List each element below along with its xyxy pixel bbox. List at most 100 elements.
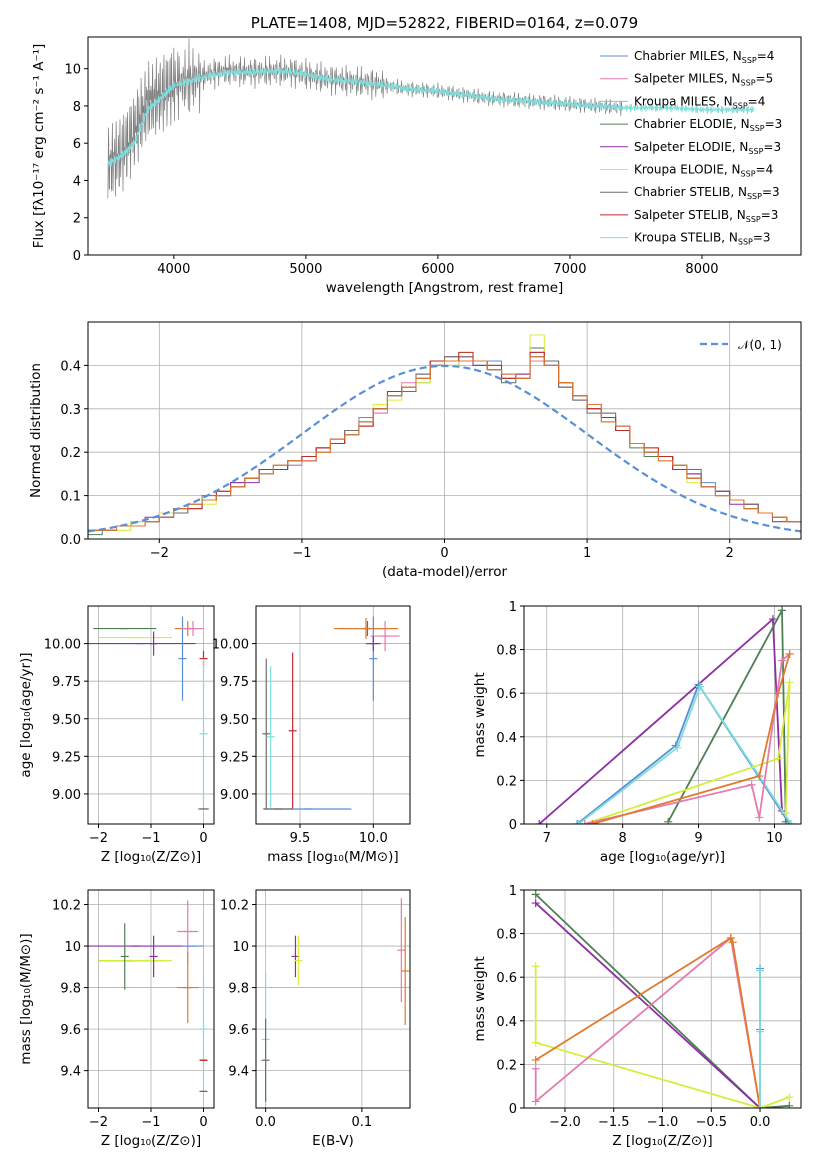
x-axis-label: mass [log₁₀(M/M⊙)] bbox=[267, 849, 398, 865]
plus-marker bbox=[573, 820, 582, 824]
axes-frame bbox=[523, 605, 802, 825]
plus-marker bbox=[531, 890, 540, 899]
errorbar-point bbox=[261, 1018, 270, 1102]
plus-marker bbox=[535, 820, 544, 824]
plus-marker bbox=[785, 678, 794, 687]
x-axis-label: Z [log₁₀(Z/Z⊙)] bbox=[612, 1133, 712, 1149]
y-tick-label: 9.50 bbox=[220, 713, 249, 728]
plus-marker bbox=[696, 682, 705, 691]
plus-marker bbox=[787, 820, 796, 824]
plot-area bbox=[531, 890, 794, 1108]
y-tick-label: 0.2 bbox=[496, 1058, 517, 1073]
axes-frame bbox=[255, 605, 411, 825]
y-axis-label: age [log₁₀(age/yr)] bbox=[18, 652, 34, 777]
errorbar-point bbox=[182, 621, 204, 637]
panel-spectrum: 4000 5000 6000 7000 8000 0 2 4 6 8 10 wavelength [A… bbox=[31, 14, 802, 296]
y-tick-label: 0.3 bbox=[60, 403, 81, 418]
plus-marker bbox=[774, 754, 783, 763]
plot-area bbox=[88, 334, 801, 536]
x-tick-label: −1.5 bbox=[598, 1115, 630, 1130]
series-data bbox=[107, 38, 623, 199]
weight-line-5 bbox=[584, 653, 791, 824]
weight-line-3 bbox=[578, 684, 792, 824]
y-tick-label: 0.4 bbox=[60, 359, 81, 374]
weight-line-4 bbox=[535, 936, 761, 1108]
x-axis-label: age [log₁₀(age/yr)] bbox=[600, 849, 725, 865]
legend-entry: Kroupa ELODIE, NSSP=4 bbox=[634, 163, 773, 179]
legend-entry: Chabrier STELIB, NSSP=3 bbox=[634, 185, 780, 201]
plot-area bbox=[88, 616, 209, 810]
plus-marker bbox=[781, 809, 790, 818]
y-tick-label: 9.4 bbox=[228, 1065, 249, 1080]
x-tick-label: 1 bbox=[583, 546, 591, 561]
x-tick-label: −1.0 bbox=[647, 1115, 679, 1130]
plus-marker bbox=[785, 649, 794, 658]
x-tick-label: −2 bbox=[150, 546, 169, 561]
y-tick-label: 0 bbox=[509, 1102, 517, 1117]
plus-marker bbox=[531, 899, 540, 908]
x-tick-label: 9.5 bbox=[290, 831, 311, 846]
x-tick-label: 8000 bbox=[685, 262, 718, 277]
x-tick-label: −2 bbox=[89, 831, 108, 846]
plot-area bbox=[261, 898, 410, 1106]
axes-frame bbox=[87, 36, 802, 256]
errorbar-point bbox=[333, 618, 399, 640]
y-tick-label: 9.8 bbox=[60, 982, 81, 997]
weight-line-2 bbox=[576, 682, 791, 824]
plus-marker bbox=[755, 813, 764, 822]
y-tick-label: 9.00 bbox=[220, 788, 249, 803]
y-tick-label: 10.00 bbox=[44, 638, 81, 653]
y-tick-label: 9.25 bbox=[52, 750, 81, 765]
plot-area bbox=[88, 900, 208, 1092]
plus-marker bbox=[747, 780, 756, 789]
errorbar-point bbox=[366, 636, 381, 652]
y-tick-label: 6 bbox=[73, 137, 81, 152]
x-tick-label: 0 bbox=[440, 546, 448, 561]
errorbar-point bbox=[369, 616, 378, 701]
y-tick-label: 9.25 bbox=[220, 750, 249, 765]
y-tick-label: 10.2 bbox=[220, 899, 249, 914]
y-tick-label: 9.75 bbox=[52, 675, 81, 690]
x-tick-label: 0 bbox=[199, 1115, 207, 1130]
y-tick-label: 0 bbox=[73, 249, 81, 264]
x-tick-label: −2.0 bbox=[549, 1115, 581, 1130]
errorbar-point bbox=[262, 658, 271, 809]
x-tick-label: 7000 bbox=[553, 262, 586, 277]
y-tick-label: 0.2 bbox=[496, 774, 517, 789]
y-tick-label: 0.4 bbox=[496, 731, 517, 746]
y-tick-label: 1 bbox=[509, 884, 517, 899]
plus-marker bbox=[756, 966, 765, 975]
y-tick-label: 10 bbox=[64, 63, 81, 78]
panel-weight_vs_age: 7 8 9 10 0 0.2 0.4 0.6 0.8 1 age [log₁₀(age/yr)] ma… bbox=[472, 600, 802, 865]
y-axis-label: mass weight bbox=[472, 672, 488, 757]
legend-entry: Chabrier ELODIE, NSSP=3 bbox=[634, 117, 782, 133]
y-tick-label: 9.6 bbox=[228, 1023, 249, 1038]
plus-marker bbox=[531, 1064, 540, 1073]
x-tick-label: −1 bbox=[292, 546, 311, 561]
panel-age_vs_mass: 9.5 10.0 9.00 9.25 9.50 9.75 10.00 mass [log₁₀(… bbox=[212, 605, 411, 865]
y-tick-label: 0.0 bbox=[60, 533, 81, 548]
y-tick-label: 9.4 bbox=[60, 1065, 81, 1080]
legend-entry: 𝒩(0, 1) bbox=[738, 338, 782, 352]
plus-marker bbox=[756, 1104, 765, 1108]
x-tick-label: 9 bbox=[694, 831, 702, 846]
errorbar-point bbox=[266, 666, 275, 808]
plus-marker bbox=[673, 743, 682, 752]
y-tick-label: 10 bbox=[232, 940, 249, 955]
x-tick-label: 0.0 bbox=[255, 1115, 276, 1130]
errorbar-point bbox=[120, 923, 129, 990]
plot-area bbox=[262, 616, 400, 810]
legend-entry: Salpeter STELIB, NSSP=3 bbox=[634, 208, 778, 224]
legend-entry: Salpeter ELODIE, NSSP=3 bbox=[634, 140, 781, 156]
errorbar-point bbox=[149, 935, 158, 978]
plus-marker bbox=[755, 772, 764, 781]
y-tick-label: 4 bbox=[73, 174, 81, 189]
plus-marker bbox=[778, 656, 787, 665]
errorbar-point bbox=[199, 658, 208, 809]
panel-mass_vs_EBV: 0.0 0.1 9.4 9.6 9.8 10 10.2 E(B-V) bbox=[220, 889, 411, 1149]
x-tick-label: −0.5 bbox=[695, 1115, 727, 1130]
y-tick-label: 0.6 bbox=[496, 687, 517, 702]
errorbar-point bbox=[401, 916, 410, 1025]
x-axis-label: Z [log₁₀(Z/Z⊙)] bbox=[101, 849, 201, 865]
